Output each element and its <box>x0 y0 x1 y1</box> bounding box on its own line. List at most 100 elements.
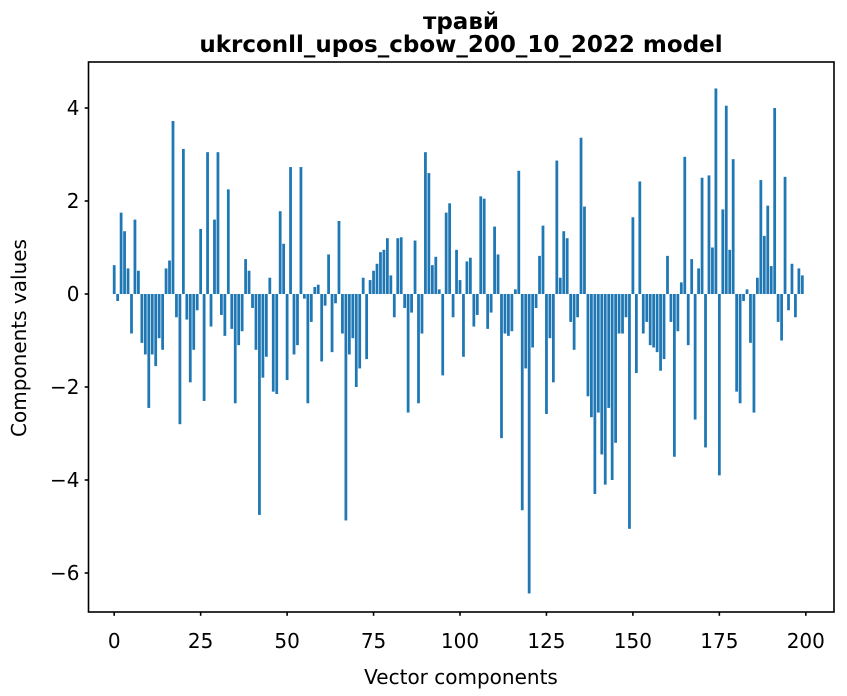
bar <box>389 275 393 294</box>
bar <box>347 294 351 355</box>
bar <box>303 294 306 299</box>
bar <box>600 294 604 455</box>
bar <box>320 294 324 362</box>
bar <box>410 294 413 313</box>
bar <box>683 156 687 294</box>
x-tick-label: 200 <box>787 629 825 653</box>
bar <box>358 294 362 369</box>
y-axis-label: Components values <box>7 239 31 437</box>
bar <box>247 270 251 294</box>
bar <box>437 289 441 294</box>
x-tick-label: 150 <box>614 629 652 653</box>
bar <box>669 294 673 322</box>
bar <box>531 294 534 348</box>
bar <box>434 256 438 294</box>
bar <box>292 294 296 355</box>
bar <box>164 268 168 295</box>
bar <box>773 108 777 294</box>
bar <box>676 294 680 332</box>
bar <box>455 249 458 294</box>
bar <box>673 294 676 457</box>
bar <box>517 170 521 294</box>
bar <box>610 294 614 480</box>
bar <box>711 247 714 294</box>
bar <box>652 294 656 348</box>
bar <box>700 177 704 294</box>
bar <box>223 294 227 336</box>
bar <box>403 294 407 308</box>
bar <box>749 294 752 343</box>
bar <box>603 294 607 485</box>
bar <box>233 294 237 404</box>
bar <box>707 175 711 294</box>
bar <box>240 294 244 332</box>
bar <box>344 294 348 521</box>
bar <box>316 284 320 294</box>
bar <box>271 294 275 392</box>
bar <box>264 294 268 357</box>
y-tick-label: 0 <box>67 282 80 306</box>
x-tick-label: 0 <box>108 629 121 653</box>
bar <box>614 294 617 443</box>
bar <box>126 268 130 295</box>
x-tick-label: 50 <box>274 629 299 653</box>
bar <box>510 294 514 332</box>
bar <box>147 294 151 408</box>
bar <box>607 294 611 408</box>
bar <box>717 294 721 476</box>
y-tick-label: −4 <box>50 468 79 492</box>
bar <box>448 203 452 294</box>
y-tick-label: 2 <box>67 189 80 213</box>
x-axis-ticks: 0 25 50 75 100 125 150 175 200 <box>108 612 825 653</box>
bar <box>693 294 697 420</box>
bar <box>756 277 759 294</box>
bars-group <box>112 88 804 594</box>
bar <box>392 294 396 318</box>
bar <box>168 260 171 294</box>
bar <box>386 238 389 294</box>
bar <box>628 294 631 529</box>
y-tick-label: −2 <box>50 375 79 399</box>
bar <box>631 217 635 294</box>
bar <box>475 294 479 315</box>
bar <box>472 294 476 327</box>
bar <box>157 294 161 339</box>
bar <box>617 294 621 334</box>
bar <box>116 294 120 301</box>
bar <box>327 254 330 294</box>
y-tick-label: −6 <box>50 561 79 585</box>
bar <box>493 226 496 294</box>
bar <box>624 294 628 318</box>
bar <box>551 294 555 383</box>
bar <box>441 294 445 376</box>
bar <box>396 238 400 294</box>
bar <box>143 294 147 355</box>
bar <box>420 294 424 334</box>
bar <box>175 294 178 318</box>
bar <box>596 294 600 413</box>
bar <box>278 211 282 294</box>
bar <box>787 294 790 311</box>
bar <box>181 148 185 294</box>
bar <box>503 294 507 334</box>
bar <box>195 294 199 311</box>
x-tick-label: 75 <box>361 629 386 653</box>
bar <box>679 282 683 295</box>
x-tick-label: 175 <box>700 629 738 653</box>
bar <box>192 294 196 350</box>
bar <box>313 287 317 294</box>
bar <box>424 152 427 294</box>
bar <box>209 294 213 327</box>
bar <box>351 294 355 339</box>
bar <box>507 294 510 336</box>
bar <box>482 198 486 294</box>
bar <box>289 167 292 294</box>
bar <box>427 173 431 294</box>
bar <box>666 255 669 294</box>
bar <box>762 235 766 295</box>
bar <box>251 294 254 308</box>
bar <box>645 294 649 322</box>
bar <box>548 294 552 339</box>
